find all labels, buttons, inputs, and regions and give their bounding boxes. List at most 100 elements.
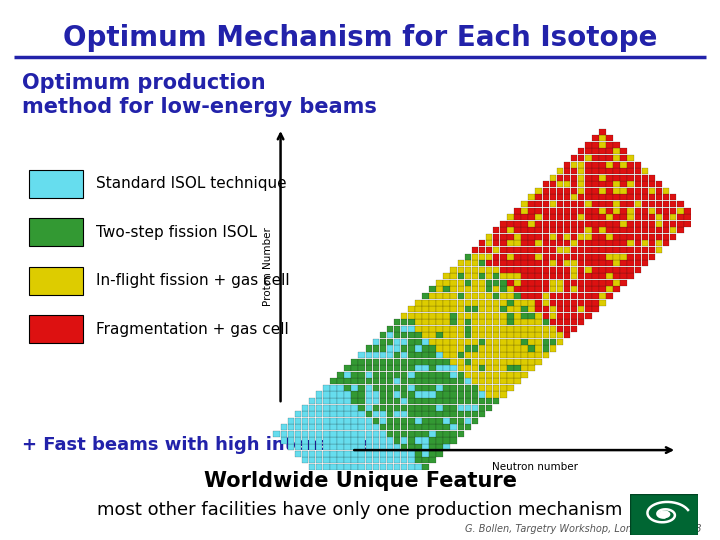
Bar [366,444,372,450]
Bar [444,280,450,286]
Bar [479,372,485,378]
Bar [656,201,662,207]
Bar [599,221,606,227]
Bar [323,385,330,391]
Bar [351,437,358,443]
Bar [514,306,521,312]
Bar [528,207,535,214]
Bar [344,365,351,372]
Bar [429,352,436,358]
Bar [323,398,330,404]
Bar [549,267,556,273]
Bar [634,240,641,246]
Bar [422,464,428,470]
Bar [458,398,464,404]
Bar [458,392,464,397]
Bar [394,346,400,352]
Bar [436,404,443,410]
Bar [592,135,598,141]
Bar [408,431,415,437]
Bar [479,339,485,345]
Bar [444,431,450,437]
Bar [415,306,422,312]
Bar [585,181,592,187]
Bar [323,444,330,450]
Bar [599,161,606,167]
Bar [585,293,592,299]
Bar [422,319,428,325]
Bar [571,234,577,240]
Bar [543,240,549,246]
Bar [670,207,677,214]
Bar [642,240,648,246]
Bar [557,253,563,260]
Bar [444,392,450,397]
Bar [599,280,606,286]
Bar [337,392,343,397]
Bar [514,379,521,384]
Bar [408,306,415,312]
Bar [464,352,471,358]
Bar [628,267,634,273]
Bar [571,280,577,286]
Bar [323,424,330,430]
Bar [444,306,450,312]
Bar [549,300,556,306]
Bar [521,319,528,325]
Bar [543,339,549,345]
Bar [436,444,443,450]
Bar [514,267,521,273]
Bar [387,404,393,410]
Bar [528,280,535,286]
Bar [528,253,535,260]
Bar [436,411,443,417]
Bar [401,352,408,358]
Bar [514,326,521,332]
Bar [415,372,422,378]
Bar [500,379,507,384]
Bar [429,392,436,397]
Bar [613,260,620,266]
Bar [422,365,428,372]
Bar [599,253,606,260]
Bar [613,168,620,174]
Bar [451,313,457,319]
Bar [486,326,492,332]
Bar [479,306,485,312]
Bar [543,332,549,339]
Bar [415,392,422,397]
Bar [337,431,343,437]
Bar [606,155,613,161]
Bar [472,319,478,325]
Bar [514,339,521,345]
Bar [309,398,315,404]
Bar [387,326,393,332]
Bar [507,346,513,352]
Bar [429,424,436,430]
Bar [451,411,457,417]
Bar [557,273,563,279]
Bar [500,392,507,397]
Bar [642,234,648,240]
Bar [472,385,478,391]
Bar [422,346,428,352]
Bar [628,214,634,220]
Bar [599,129,606,135]
Bar [663,201,670,207]
Bar [379,346,386,352]
Bar [451,372,457,378]
Bar [564,260,570,266]
Bar [536,352,542,358]
Bar [528,352,535,358]
Bar [429,359,436,364]
Bar [379,444,386,450]
Text: Optimum production: Optimum production [22,73,265,93]
Bar [486,267,492,273]
Bar [500,280,507,286]
Bar [366,424,372,430]
Bar [394,404,400,410]
Bar [394,464,400,470]
Bar [585,267,592,273]
Bar [628,260,634,266]
Bar [536,260,542,266]
